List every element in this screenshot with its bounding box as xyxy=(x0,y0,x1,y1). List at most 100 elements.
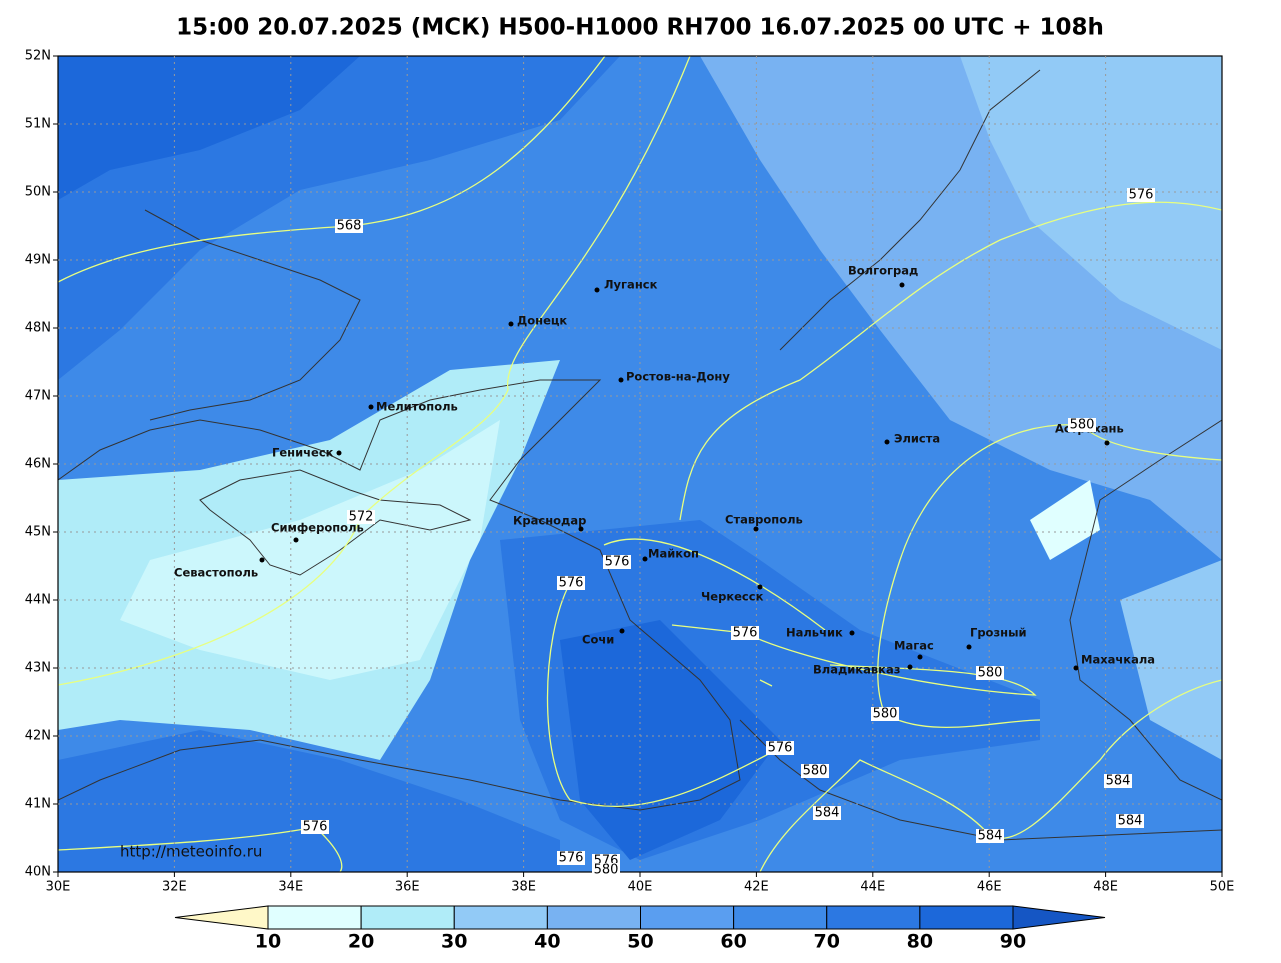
contour-label-bg xyxy=(1116,814,1144,828)
colorbar-segment xyxy=(640,905,735,930)
contour-label: 576 xyxy=(1129,188,1154,203)
y-tick-label: 47N xyxy=(25,389,51,404)
x-tick-label: 38E xyxy=(511,880,536,895)
colorbar-tick-label: 40 xyxy=(534,931,560,953)
city-label: Грозный xyxy=(970,626,1027,640)
contour-label: 572 xyxy=(349,510,374,525)
city-label: Симферополь xyxy=(271,521,364,535)
x-tick-label: 48E xyxy=(1093,880,1118,895)
city-dot xyxy=(1073,665,1079,671)
contour-label-bg xyxy=(871,707,899,721)
colorbar-segment xyxy=(733,905,828,930)
contour-label: 576 xyxy=(605,555,630,570)
contour-label-bg xyxy=(976,829,1004,843)
colorbar-segment xyxy=(826,905,921,930)
y-tick-label: 42N xyxy=(25,729,51,744)
contour-label: 580 xyxy=(978,666,1003,681)
city-label: Краснодар xyxy=(513,514,586,528)
x-tick-label: 44E xyxy=(860,880,885,895)
contour-label: 568 xyxy=(337,219,362,234)
city-dot xyxy=(259,557,265,563)
city-dot xyxy=(753,526,759,532)
contour-label: 580 xyxy=(803,764,828,779)
colorbar-segment xyxy=(546,905,641,930)
city-dot xyxy=(849,630,855,636)
y-tick-label: 45N xyxy=(25,525,51,540)
contour-label-bg xyxy=(766,741,794,755)
contour-label: 576 xyxy=(559,851,584,866)
city-label: Мелитополь xyxy=(376,400,458,414)
contour-label-bg xyxy=(801,764,829,778)
colorbar-tick-label: 30 xyxy=(441,931,467,953)
colorbar-extend-high xyxy=(1012,905,1106,930)
city-label: Магас xyxy=(894,639,934,653)
city-label: Черкесск xyxy=(701,590,764,604)
city-label: Владикавказ xyxy=(813,663,900,677)
city-dot xyxy=(508,321,514,327)
city-label: Элиста xyxy=(894,432,940,446)
city-dot xyxy=(618,377,624,383)
colorbar-segment xyxy=(267,905,362,930)
city-dot xyxy=(917,654,923,660)
city-dot xyxy=(642,556,648,562)
city-label: Сочи xyxy=(582,633,614,647)
x-tick-label: 36E xyxy=(395,880,420,895)
colorbar-tick-label: 50 xyxy=(627,931,653,953)
city-label: Махачкала xyxy=(1081,653,1155,667)
city-dot xyxy=(907,664,913,670)
city-label: Донецк xyxy=(517,314,567,328)
colorbar-tick-label: 10 xyxy=(255,931,281,953)
city-label: Нальчик xyxy=(786,626,843,640)
contour-label: 580 xyxy=(594,863,619,878)
contour-label-bg xyxy=(1068,418,1096,432)
x-tick-label: 34E xyxy=(278,880,303,895)
contour-label-bg xyxy=(335,219,363,233)
contour-label: 580 xyxy=(1070,418,1095,433)
x-tick-label: 50E xyxy=(1210,880,1235,895)
y-tick-label: 51N xyxy=(25,117,51,132)
contour-label: 584 xyxy=(1118,814,1143,829)
contour-label: 584 xyxy=(815,806,840,821)
colorbar-segment xyxy=(360,905,455,930)
contour-label-bg xyxy=(592,863,620,877)
contour-label: 576 xyxy=(733,626,758,641)
x-tick-label: 42E xyxy=(744,880,769,895)
contour-label-bg xyxy=(347,510,375,524)
colorbar-tick-label: 20 xyxy=(348,931,374,953)
colorbar-extend-low xyxy=(174,905,269,930)
y-tick-label: 46N xyxy=(25,457,51,472)
x-tick-label: 40E xyxy=(628,880,653,895)
city-dot xyxy=(368,404,374,410)
contour-label-bg xyxy=(813,806,841,820)
contour-label: 576 xyxy=(559,576,584,591)
contour-label-bg xyxy=(557,851,585,865)
y-tick-label: 52N xyxy=(25,49,51,64)
city-dot xyxy=(619,628,625,634)
city-dot xyxy=(966,644,972,650)
contour-label: 576 xyxy=(768,741,793,756)
city-label: Ставрополь xyxy=(725,513,803,527)
contour-label-bg xyxy=(731,626,759,640)
colorbar-tick-label: 80 xyxy=(907,931,933,953)
colorbar-segment xyxy=(919,905,1014,930)
city-label: Луганск xyxy=(604,278,658,292)
y-tick-label: 50N xyxy=(25,185,51,200)
credit: http://meteoinfo.ru xyxy=(120,843,262,861)
colorbar-tick-label: 60 xyxy=(720,931,746,953)
city-dot xyxy=(899,282,905,288)
contour-label-bg xyxy=(557,576,585,590)
city-dot xyxy=(293,537,299,543)
contour-label: 584 xyxy=(978,829,1003,844)
y-tick-label: 40N xyxy=(25,865,51,880)
city-label: Майкоп xyxy=(648,547,699,561)
city-label: Волгоград xyxy=(848,264,918,278)
title: 15:00 20.07.2025 (МСК) H500-H1000 RH700 … xyxy=(176,15,1104,41)
city-dot xyxy=(757,584,763,590)
city-label: Севастополь xyxy=(174,566,258,580)
y-tick-label: 48N xyxy=(25,321,51,336)
colorbar-tick-label: 90 xyxy=(1000,931,1026,953)
x-tick-label: 30E xyxy=(46,880,71,895)
y-tick-label: 49N xyxy=(25,253,51,268)
city-dot xyxy=(884,439,890,445)
y-tick-label: 43N xyxy=(25,661,51,676)
